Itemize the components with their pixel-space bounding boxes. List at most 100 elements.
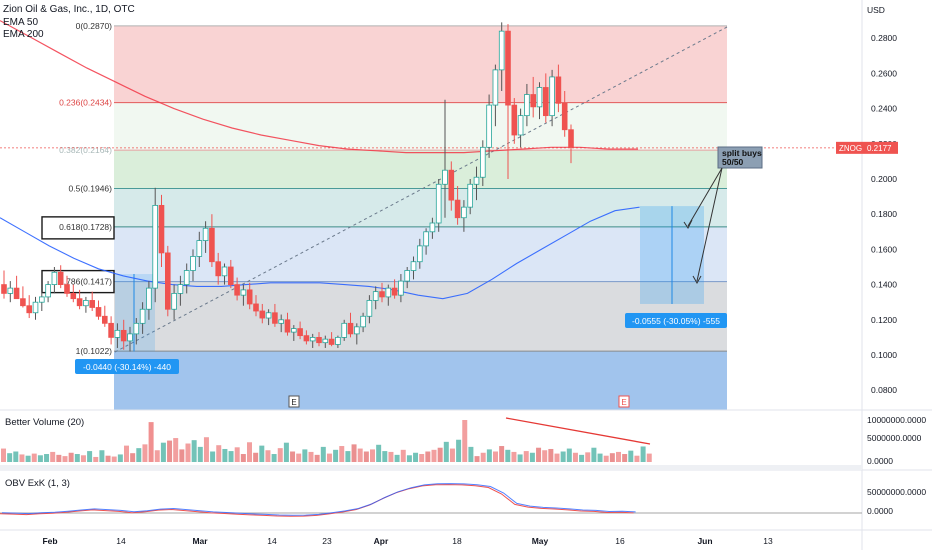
candle-body[interactable] xyxy=(215,261,222,277)
candle-body[interactable] xyxy=(511,104,518,136)
candle-body[interactable] xyxy=(297,328,303,337)
last-price-tag[interactable] xyxy=(836,141,898,154)
candle-body[interactable] xyxy=(561,102,568,131)
candle-body[interactable] xyxy=(366,300,373,317)
fib-level-label[interactable]: 0.5(0.1946) xyxy=(69,184,113,194)
candle-body[interactable] xyxy=(461,206,467,219)
obv-tick-label[interactable]: 50000000.0000 xyxy=(867,487,926,497)
candle-body[interactable] xyxy=(272,312,278,324)
candle-body[interactable] xyxy=(70,292,77,300)
candle-body[interactable] xyxy=(158,204,165,254)
candle-body[interactable] xyxy=(127,333,133,342)
candle-body[interactable] xyxy=(284,319,291,333)
candle-body[interactable] xyxy=(13,287,20,300)
price-tick-label[interactable]: 0.2600 xyxy=(871,68,897,78)
candle-body[interactable] xyxy=(7,287,14,294)
candle-body[interactable] xyxy=(341,322,347,338)
candle-body[interactable] xyxy=(190,256,196,271)
ema50-line[interactable] xyxy=(0,206,640,300)
candle-body[interactable] xyxy=(51,271,58,285)
ema200-line[interactable] xyxy=(0,20,638,154)
candle-body[interactable] xyxy=(139,308,146,324)
candle-body[interactable] xyxy=(555,76,562,104)
candle-body[interactable] xyxy=(102,315,108,324)
candle-body[interactable] xyxy=(265,312,272,319)
time-tick-label[interactable]: 14 xyxy=(267,536,277,546)
earnings-marker[interactable] xyxy=(618,395,630,408)
earnings-marker-label[interactable]: E xyxy=(291,398,296,407)
fib-label-highlight-box[interactable] xyxy=(41,269,115,294)
candle-body[interactable] xyxy=(259,310,266,319)
time-tick-label[interactable]: Apr xyxy=(374,536,389,546)
candle-body[interactable] xyxy=(353,326,360,335)
fib-level-label[interactable]: 0.618(0.1728) xyxy=(59,222,112,232)
candle-body[interactable] xyxy=(303,335,310,342)
price-tick-label[interactable]: 0.2400 xyxy=(871,104,897,114)
candle-body[interactable] xyxy=(83,300,89,307)
candle-body[interactable] xyxy=(486,104,492,148)
candle-body[interactable] xyxy=(196,240,203,257)
earnings-marker[interactable] xyxy=(288,395,300,408)
time-tick-label[interactable]: 13 xyxy=(763,536,773,546)
time-axis[interactable]: Feb 14 Mar 14 23 Apr 18 May 16 Jun 13 xyxy=(42,536,773,546)
volume-tick-label[interactable]: 10000000.0000 xyxy=(867,415,926,425)
candle-body[interactable] xyxy=(278,319,284,324)
candle-body[interactable] xyxy=(505,30,511,106)
fib-level-label[interactable]: 0.236(0.2434) xyxy=(59,98,112,108)
price-tick-label[interactable]: 0.1200 xyxy=(871,315,897,325)
fib-label-highlight-box[interactable] xyxy=(41,216,115,240)
candle-body[interactable] xyxy=(372,291,379,301)
drawings[interactable]: split buys 50/50 -0.0440 (-30.14%) -440 -0.… xyxy=(75,146,763,408)
candle-body[interactable] xyxy=(234,284,240,296)
volume-tick-label[interactable]: 5000000.0000 xyxy=(867,433,922,443)
candle-body[interactable] xyxy=(517,115,524,136)
candle-body[interactable] xyxy=(95,307,102,317)
candle-body[interactable] xyxy=(246,289,253,305)
candle-body[interactable] xyxy=(290,328,297,333)
candle-body[interactable] xyxy=(316,336,322,344)
candle-body[interactable] xyxy=(385,287,392,298)
candle-body[interactable] xyxy=(209,227,215,263)
candle-body[interactable] xyxy=(240,289,247,296)
time-tick-label[interactable]: 18 xyxy=(452,536,462,546)
note-box[interactable] xyxy=(717,146,763,169)
candle-body[interactable] xyxy=(20,298,26,307)
time-tick-label[interactable]: 16 xyxy=(615,536,625,546)
earnings-marker-label[interactable]: E xyxy=(621,398,626,407)
time-tick-label[interactable]: Jun xyxy=(697,536,712,546)
candle-body[interactable] xyxy=(32,301,39,314)
candle-body[interactable] xyxy=(429,222,436,233)
candle-body[interactable] xyxy=(146,287,152,310)
obv-signal-line[interactable] xyxy=(0,484,634,517)
candle-body[interactable] xyxy=(89,300,96,308)
measure-label-box[interactable] xyxy=(625,313,727,328)
candle-body[interactable] xyxy=(410,261,417,271)
price-tick-label[interactable]: 0.1400 xyxy=(871,280,897,290)
price-tick-label[interactable]: 0.1600 xyxy=(871,244,897,254)
candle-body[interactable] xyxy=(57,271,64,285)
volume-trend-line[interactable] xyxy=(505,417,651,445)
price-axis[interactable]: USD0.28000.26000.24000.22000.20000.18000… xyxy=(836,5,926,516)
candle-body[interactable] xyxy=(360,315,366,328)
candle-body[interactable] xyxy=(171,292,177,310)
candle-body[interactable] xyxy=(164,252,171,310)
candle-body[interactable] xyxy=(114,329,121,338)
candle-body[interactable] xyxy=(45,284,51,298)
ema200-legend[interactable]: EMA 200 xyxy=(3,29,44,40)
candle-body[interactable] xyxy=(543,87,549,117)
candle-body[interactable] xyxy=(1,284,7,294)
candle-body[interactable] xyxy=(473,176,480,185)
candle-body[interactable] xyxy=(530,94,536,108)
candle-body[interactable] xyxy=(347,322,354,335)
price-tick-label[interactable]: 0.2000 xyxy=(871,174,897,184)
candle-body[interactable] xyxy=(76,298,83,307)
fib-level-label[interactable]: 0.382(0.2164) xyxy=(59,145,112,155)
candle-body[interactable] xyxy=(133,322,140,335)
volume-pane-title[interactable]: Better Volume (20) xyxy=(5,417,85,428)
candle-body[interactable] xyxy=(549,76,555,117)
candle-body[interactable] xyxy=(39,296,45,303)
time-tick-label[interactable]: Mar xyxy=(192,536,208,546)
candle-body[interactable] xyxy=(498,30,505,71)
